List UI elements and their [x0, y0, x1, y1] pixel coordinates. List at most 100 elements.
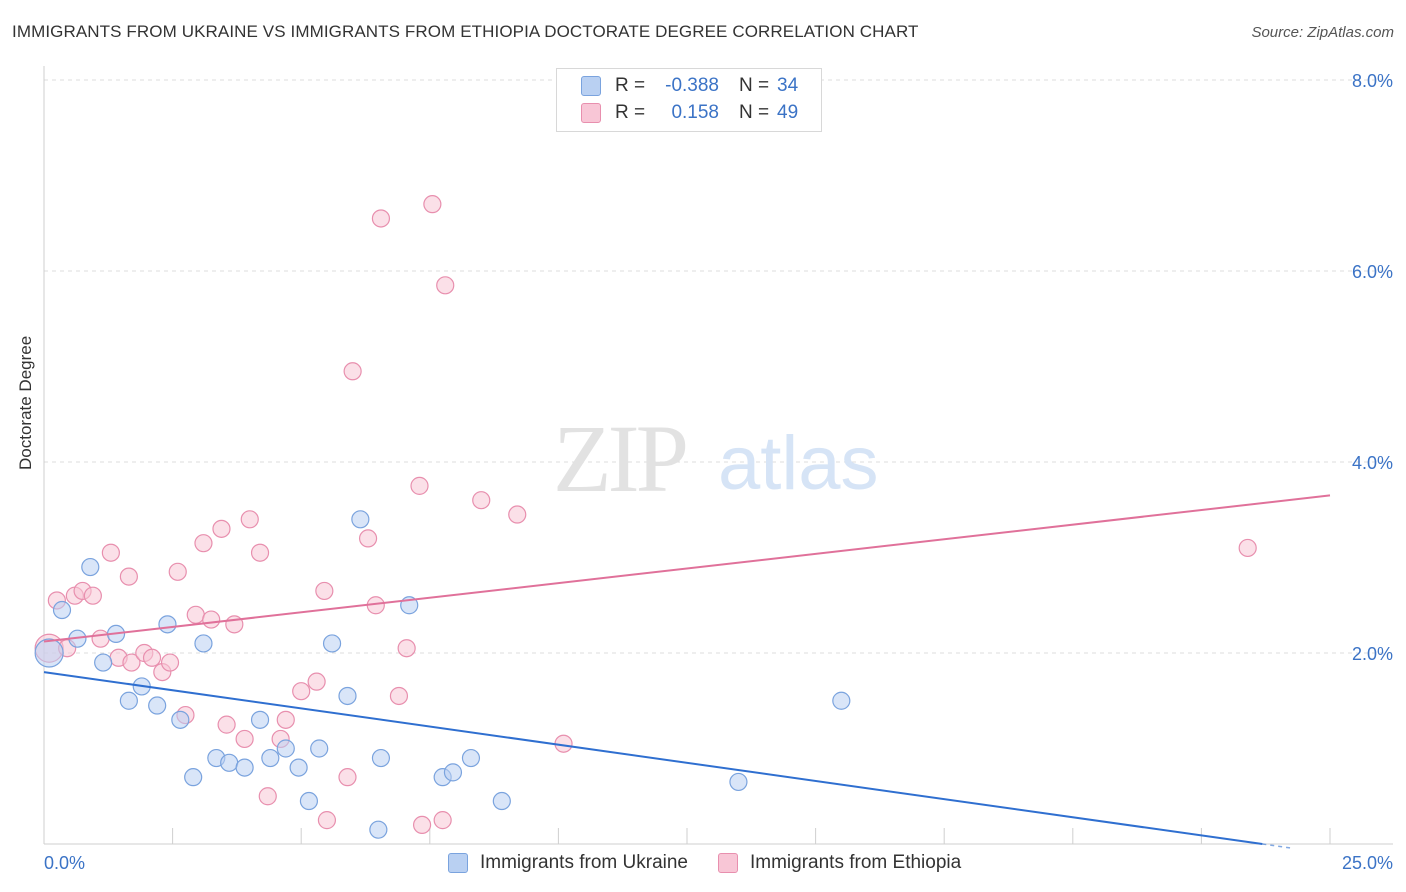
ethiopia-point — [202, 610, 221, 629]
x-tick-label: 0.0% — [44, 853, 85, 873]
r-value: 0.158 — [671, 102, 719, 123]
ethiopia-point — [412, 815, 432, 835]
ethiopia-point — [410, 476, 429, 495]
legend-row-ethiopia: R = 0.158 N = 49 — [581, 100, 798, 126]
ukraine-point — [322, 634, 342, 653]
correlation-legend: R = -0.388 N = 34 R = 0.158 N = 49 — [556, 68, 822, 132]
ethiopia-point — [508, 505, 527, 524]
watermark: ZIP atlas — [553, 405, 879, 512]
source-label: Source: ZipAtlas.com — [1251, 24, 1394, 41]
ukraine-swatch — [448, 853, 468, 873]
legend-item-ethiopia: Immigrants from Ethiopia — [718, 852, 961, 874]
axes — [43, 66, 1393, 845]
series-legend: Immigrants from Ukraine Immigrants from … — [448, 852, 991, 874]
ethiopia-point — [91, 629, 110, 648]
n-label: N = — [739, 75, 770, 96]
ethiopia-point — [472, 491, 491, 510]
x-tick-label: 25.0% — [1342, 853, 1393, 873]
legend-row-ukraine: R = -0.388 N = 34 — [581, 73, 798, 99]
trend-lines — [43, 494, 1331, 850]
n-label: N = — [739, 102, 770, 123]
ukraine-point — [832, 691, 851, 710]
ethiopia-point — [436, 276, 455, 295]
ukraine-swatch — [581, 76, 601, 96]
r-value: -0.388 — [665, 75, 719, 96]
ethiopia-swatch — [718, 853, 738, 873]
legend-label-ethiopia: Immigrants from Ethiopia — [750, 852, 962, 873]
ukraine-point — [250, 710, 270, 729]
n-value: 49 — [777, 102, 799, 123]
ukraine-trend-extension — [1262, 843, 1294, 850]
ukraine-point — [289, 758, 308, 777]
ukraine-point — [119, 691, 138, 710]
ethiopia-point — [423, 195, 442, 214]
ukraine-point — [171, 710, 190, 729]
ukraine-point — [184, 768, 203, 787]
gridlines — [44, 79, 1393, 654]
ukraine-point — [194, 634, 213, 653]
ukraine-point — [492, 791, 511, 811]
ukraine-point — [371, 748, 391, 768]
watermark-atlas: atlas — [718, 421, 879, 506]
ukraine-points — [34, 510, 851, 839]
chart-title: IMMIGRANTS FROM UKRAINE VS IMMIGRANTS FR… — [12, 22, 919, 41]
ethiopia-point — [186, 605, 205, 624]
ethiopia-point — [217, 715, 236, 734]
ethiopia-point — [250, 543, 270, 562]
r-label: R = — [615, 75, 646, 96]
legend-label-ukraine: Immigrants from Ukraine — [480, 852, 688, 873]
ukraine-point — [94, 653, 113, 672]
ethiopia-point — [397, 639, 416, 658]
ukraine-point — [443, 763, 463, 782]
ukraine-point — [369, 820, 388, 839]
ukraine-point — [52, 600, 72, 620]
ethiopia-point — [338, 768, 357, 787]
ethiopia-point — [142, 648, 162, 667]
tick-labels: 2.0% 4.0% 6.0% 8.0% 0.0% 25.0% — [44, 71, 1393, 873]
ethiopia-point — [371, 209, 391, 228]
ukraine-point — [81, 557, 100, 577]
ethiopia-point — [168, 562, 187, 581]
ethiopia-point — [276, 710, 295, 729]
ukraine-point — [235, 758, 254, 777]
ukraine-point — [461, 748, 481, 768]
y-tick-label: 4.0% — [1352, 453, 1393, 473]
ethiopia-point — [358, 529, 378, 548]
n-value: 34 — [777, 75, 799, 96]
watermark-zip: ZIP — [553, 405, 686, 512]
ukraine-point — [261, 748, 280, 768]
ukraine-point — [34, 638, 64, 668]
ethiopia-point — [235, 729, 254, 749]
ethiopia-swatch — [581, 103, 601, 123]
ukraine-point — [148, 696, 167, 715]
y-tick-label: 6.0% — [1352, 262, 1393, 282]
y-tick-label: 8.0% — [1352, 71, 1393, 91]
ethiopia-point — [194, 534, 213, 553]
ethiopia-point — [343, 362, 362, 381]
ethiopia-point — [160, 653, 180, 672]
ukraine-point — [351, 510, 370, 529]
ukraine-point — [729, 772, 748, 792]
ethiopia-point — [292, 682, 311, 701]
ethiopia-point — [389, 686, 409, 706]
ukraine-point — [338, 686, 357, 706]
ethiopia-point — [240, 510, 259, 529]
ethiopia-point — [307, 672, 326, 691]
ethiopia-point — [122, 653, 141, 672]
ethiopia-points — [34, 195, 1257, 835]
ukraine-point — [158, 615, 177, 634]
ethiopia-point — [1238, 538, 1257, 558]
ethiopia-point — [101, 543, 120, 562]
ethiopia-point — [119, 567, 138, 586]
ukraine-trend-line — [43, 671, 1263, 845]
ethiopia-point — [433, 811, 452, 830]
ethiopia-point — [317, 811, 337, 830]
ethiopia-point — [315, 581, 334, 601]
ethiopia-trend-line — [43, 494, 1331, 643]
ukraine-point — [276, 739, 295, 758]
ukraine-point — [299, 791, 319, 811]
ukraine-point — [310, 739, 329, 758]
y-tick-label: 2.0% — [1352, 644, 1393, 664]
r-label: R = — [615, 102, 646, 123]
